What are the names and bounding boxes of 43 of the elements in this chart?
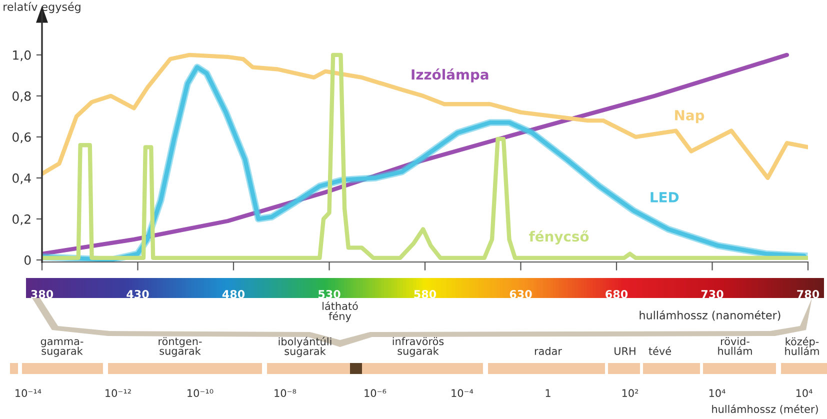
text: 1 xyxy=(546,389,550,397)
text: 10⁻⁶ xyxy=(364,389,386,398)
text: 10⁻⁴ xyxy=(452,389,474,398)
text: URH xyxy=(614,347,636,356)
y-tick-label: 0,2 xyxy=(12,214,30,226)
x-tick-label: 580 xyxy=(414,290,436,298)
y-tick-label: 0 xyxy=(24,255,31,265)
line-series xyxy=(42,52,808,180)
series-label: LED xyxy=(650,192,679,202)
text: 10⁻¹² xyxy=(106,389,131,398)
x-tick-label: 480 xyxy=(222,290,245,298)
x-tick-label: 780 xyxy=(797,290,820,298)
text: közép- hullám xyxy=(785,336,819,356)
text: 10⁻¹⁰ xyxy=(188,389,214,398)
x-tick-label: 430 xyxy=(126,290,149,298)
text: 10⁻⁸ xyxy=(274,389,296,398)
text: Izzólámpa xyxy=(412,68,488,82)
text: röntgen- sugarak xyxy=(158,337,202,357)
text: radar xyxy=(534,346,562,356)
x-tick-label: 530 xyxy=(318,290,340,298)
x-tick-label: 380 xyxy=(31,290,54,298)
x-tick-label: 630 xyxy=(510,290,532,298)
text: rövid- hullám xyxy=(718,337,752,355)
text: gamma- sugarak xyxy=(40,339,84,357)
y-tick-label: 0,8 xyxy=(12,91,31,102)
text: 10⁴ xyxy=(709,389,726,398)
y-axis-title: relatív egység xyxy=(4,2,80,14)
series-label: fénycső xyxy=(529,230,589,244)
x-tick-label: 730 xyxy=(701,290,724,298)
text: tévé xyxy=(648,346,671,356)
y-tick-label: 0,6 xyxy=(12,132,31,144)
text: hullámhossz (méter) xyxy=(712,404,818,414)
text: infravörös sugarak xyxy=(392,337,444,357)
text: ibolyántúli sugarak xyxy=(278,336,332,358)
text: 10⁻¹⁴ xyxy=(16,389,42,398)
y-tick-label: 1,0 xyxy=(13,50,31,62)
series-label: Nap xyxy=(675,110,704,124)
text: 10⁴ xyxy=(796,389,812,398)
y-tick-label: 0,4 xyxy=(12,173,31,184)
x-axis-title: hullámhossz (nanométer) xyxy=(640,310,780,321)
text: látható fény xyxy=(322,302,358,322)
x-tick-label: 680 xyxy=(606,290,628,298)
text: 10² xyxy=(622,389,638,398)
